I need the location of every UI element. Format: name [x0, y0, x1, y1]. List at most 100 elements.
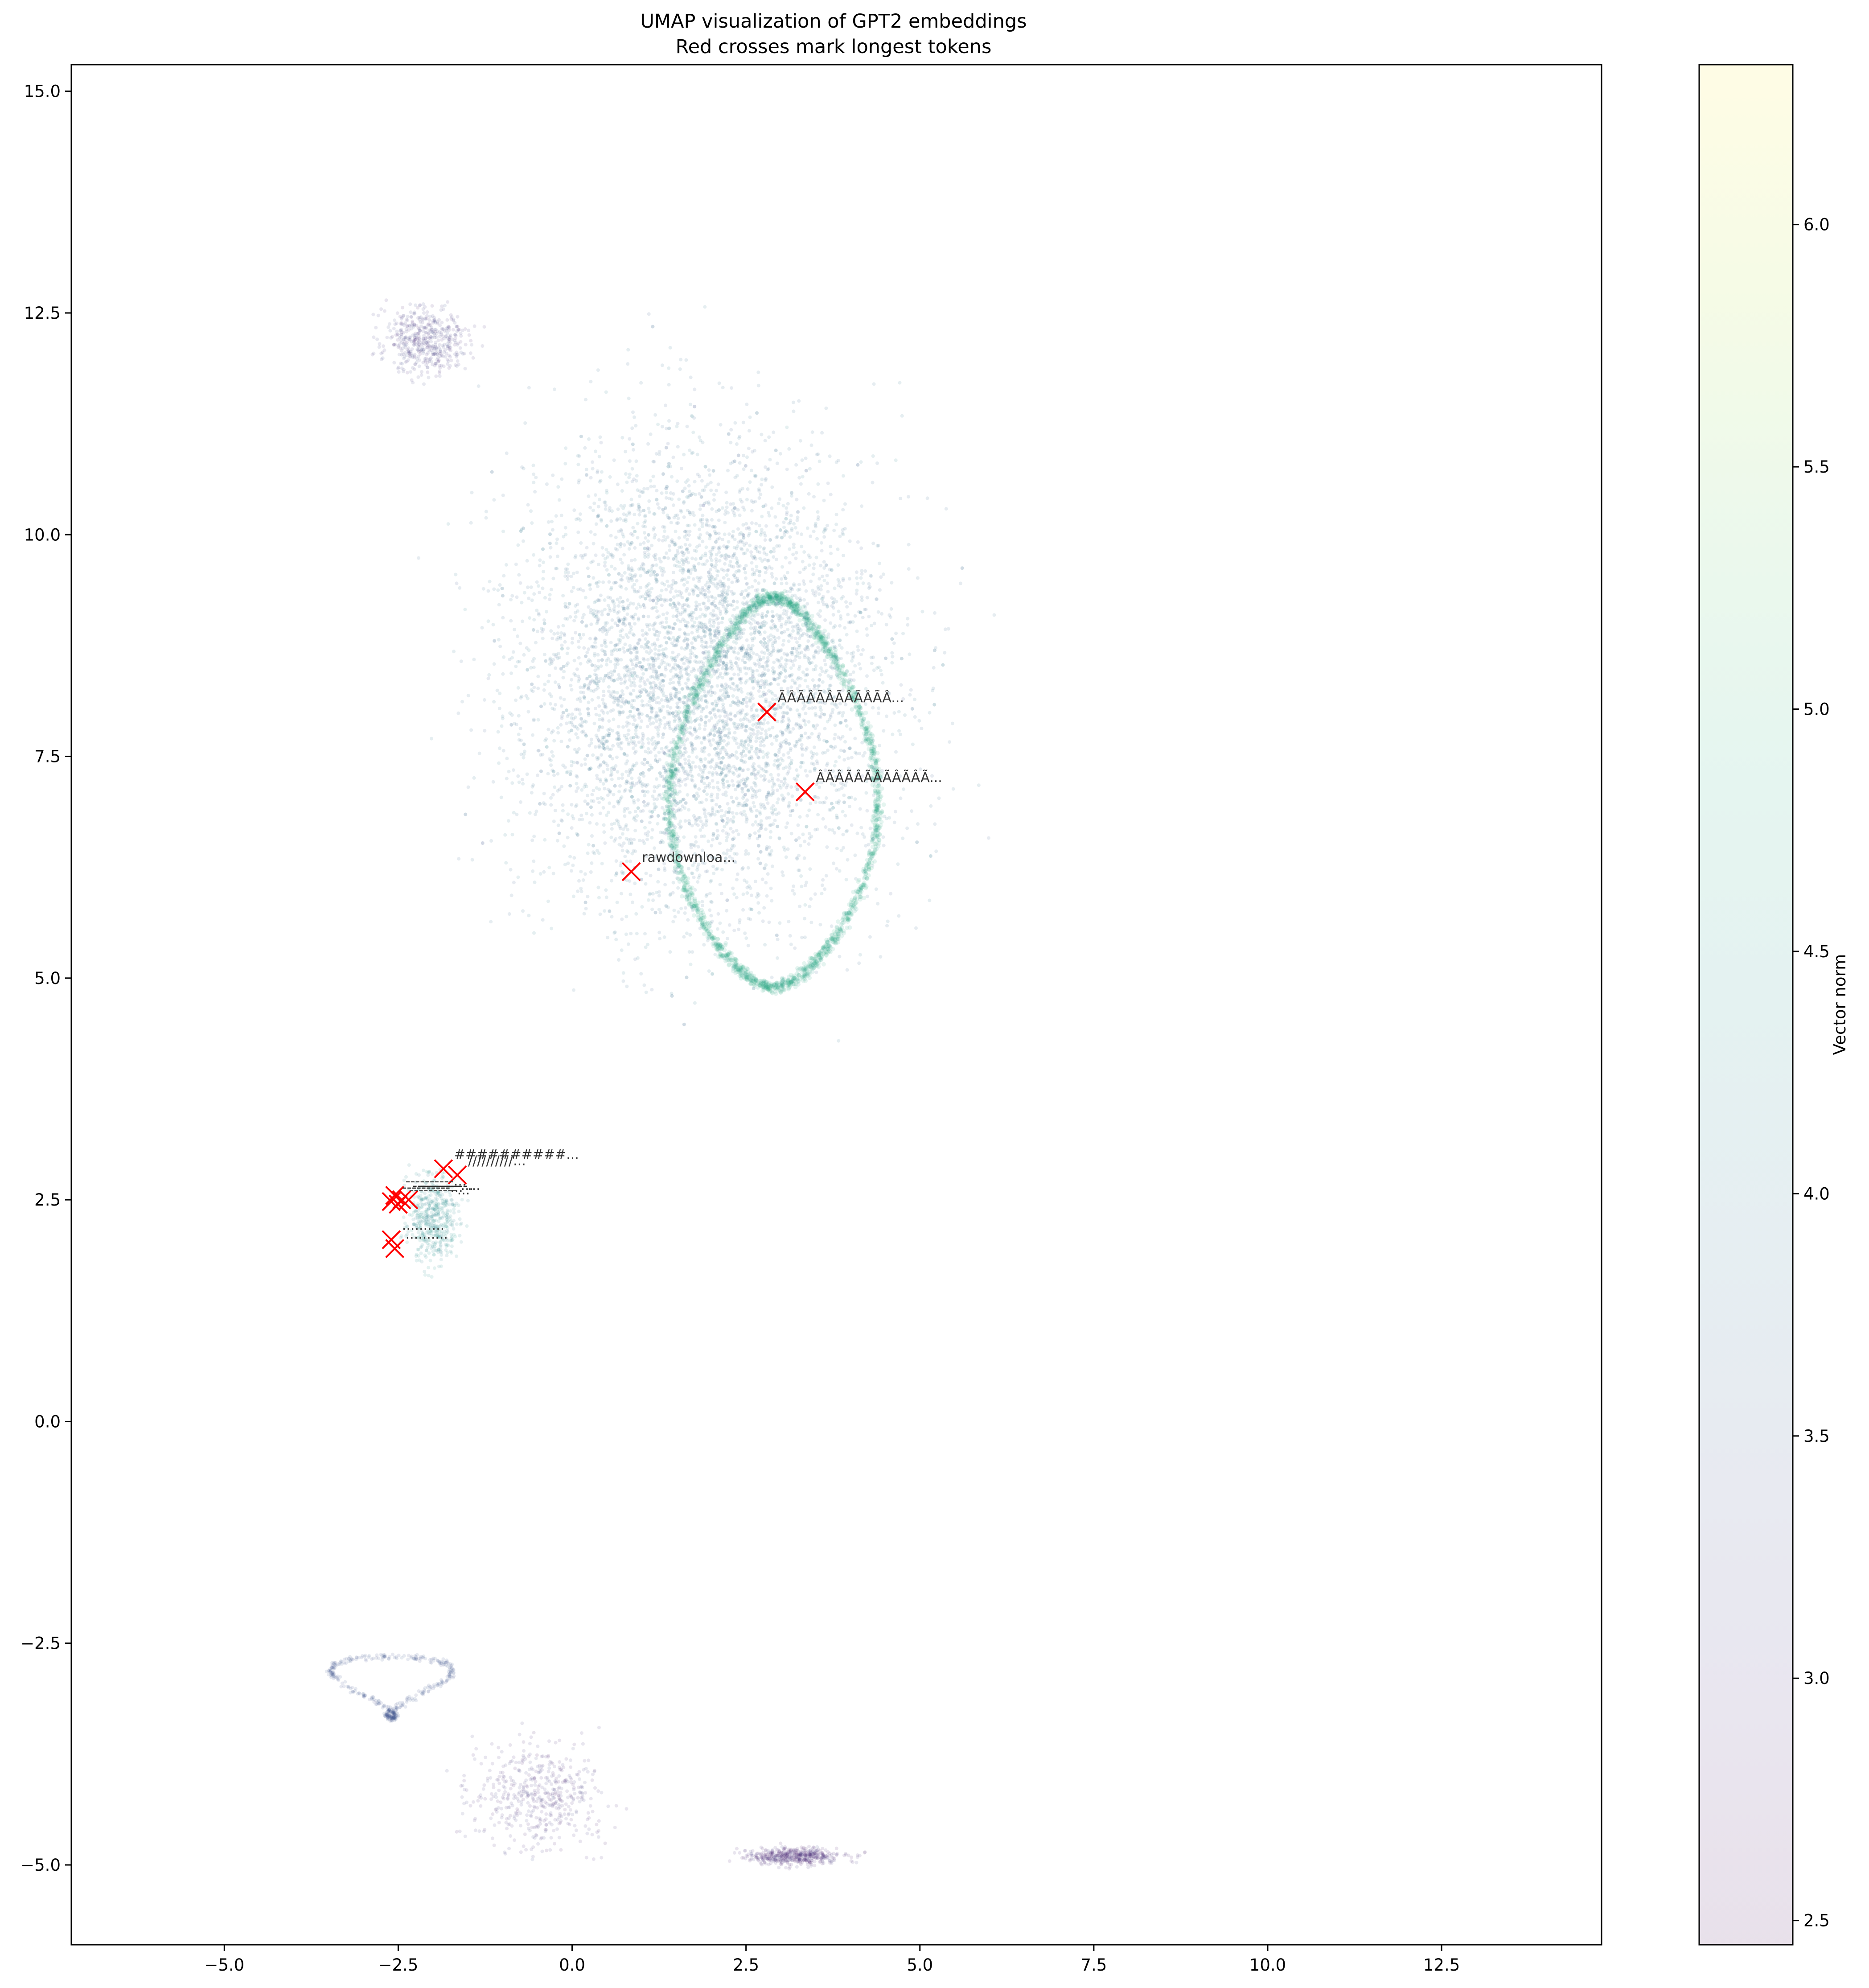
embedding-point: [707, 590, 711, 594]
embedding-point: [663, 883, 667, 887]
embedding-point: [898, 381, 902, 385]
embedding-point: [846, 613, 850, 617]
embedding-point: [668, 346, 672, 350]
embedding-point: [614, 859, 618, 863]
embedding-point: [735, 605, 739, 609]
embedding-point: [492, 662, 496, 666]
embedding-point: [667, 544, 671, 548]
embedding-point: [600, 546, 604, 550]
embedding-point: [600, 862, 604, 865]
embedding-point: [572, 988, 575, 992]
embedding-point: [700, 775, 704, 779]
embedding-point: [813, 800, 817, 804]
embedding-point: [715, 636, 719, 640]
embedding-point: [600, 658, 604, 662]
embedding-point: [516, 686, 520, 690]
embedding-point: [803, 840, 807, 844]
embedding-point: [649, 479, 653, 483]
embedding-point: [751, 823, 755, 827]
embedding-point: [726, 589, 730, 593]
embedding-point: [648, 594, 652, 598]
embedding-point: [855, 630, 859, 633]
embedding-point: [815, 537, 819, 541]
embedding-point: [851, 670, 855, 674]
embedding-point: [718, 545, 722, 549]
embedding-point: [619, 634, 623, 638]
embedding-point: [645, 650, 649, 654]
embedding-point: [634, 912, 638, 916]
embedding-point: [792, 543, 796, 546]
embedding-point: [616, 704, 620, 708]
embedding-point: [609, 534, 613, 538]
embedding-point: [497, 603, 501, 607]
embedding-point: [773, 515, 777, 519]
embedding-point: [929, 804, 933, 808]
embedding-point: [745, 880, 749, 884]
embedding-point: [759, 774, 763, 778]
embedding-point: [709, 921, 713, 925]
embedding-point: [826, 590, 830, 594]
embedding-point: [587, 605, 591, 609]
embedding-point: [816, 796, 820, 800]
embedding-point: [656, 696, 660, 700]
embedding-point: [770, 975, 774, 980]
embedding-point: [610, 879, 614, 883]
embedding-point: [637, 508, 640, 512]
embedding-point: [766, 648, 770, 652]
embedding-point: [682, 583, 686, 587]
embedding-point: [751, 696, 755, 700]
embedding-point: [566, 574, 570, 578]
embedding-point: [692, 814, 696, 818]
embedding-point: [725, 743, 729, 747]
embedding-point: [608, 475, 612, 479]
embedding-point: [660, 581, 664, 585]
embedding-point: [656, 595, 660, 599]
embedding-point: [767, 816, 771, 819]
chart-title: UMAP visualization of GPT2 embeddings: [640, 10, 1027, 33]
embedding-point: [684, 667, 688, 671]
embedding-point: [721, 598, 725, 602]
embedding-point: [724, 720, 728, 724]
embedding-point: [803, 917, 807, 921]
embedding-point: [801, 560, 805, 564]
embedding-point: [748, 806, 752, 810]
embedding-point: [757, 756, 761, 760]
embedding-point: [855, 576, 859, 580]
embedding-point: [697, 660, 701, 664]
embedding-point: [671, 636, 675, 640]
embedding-point: [785, 506, 789, 510]
embedding-point: [701, 825, 705, 829]
embedding-point: [497, 707, 501, 710]
embedding-point: [865, 633, 869, 637]
embedding-point: [707, 599, 711, 603]
embedding-point: [588, 681, 592, 685]
embedding-point: [591, 460, 595, 464]
embedding-point: [750, 584, 754, 589]
embedding-point: [709, 481, 713, 485]
embedding-point: [674, 530, 678, 533]
embedding-point: [670, 497, 674, 501]
embedding-point: [748, 886, 752, 890]
embedding-point: [885, 924, 889, 928]
embedding-point: [656, 734, 660, 738]
embedding-point: [712, 706, 716, 710]
embedding-point: [628, 644, 632, 648]
embedding-point: [745, 704, 749, 708]
embedding-point: [641, 490, 645, 494]
embedding-point: [721, 705, 725, 709]
embedding-point: [609, 836, 613, 840]
embedding-point: [748, 480, 752, 484]
embedding-point: [692, 875, 696, 879]
embedding-point: [735, 580, 739, 584]
embedding-point: [586, 707, 590, 711]
embedding-point: [551, 793, 555, 797]
embedding-point: [496, 588, 500, 592]
embedding-point: [446, 522, 450, 526]
embedding-point: [652, 680, 656, 684]
embedding-point: [565, 567, 569, 571]
embedding-point: [859, 460, 863, 464]
embedding-point: [549, 796, 553, 800]
embedding-point: [718, 921, 722, 925]
embedding-point: [637, 776, 641, 780]
embedding-point: [731, 830, 735, 834]
